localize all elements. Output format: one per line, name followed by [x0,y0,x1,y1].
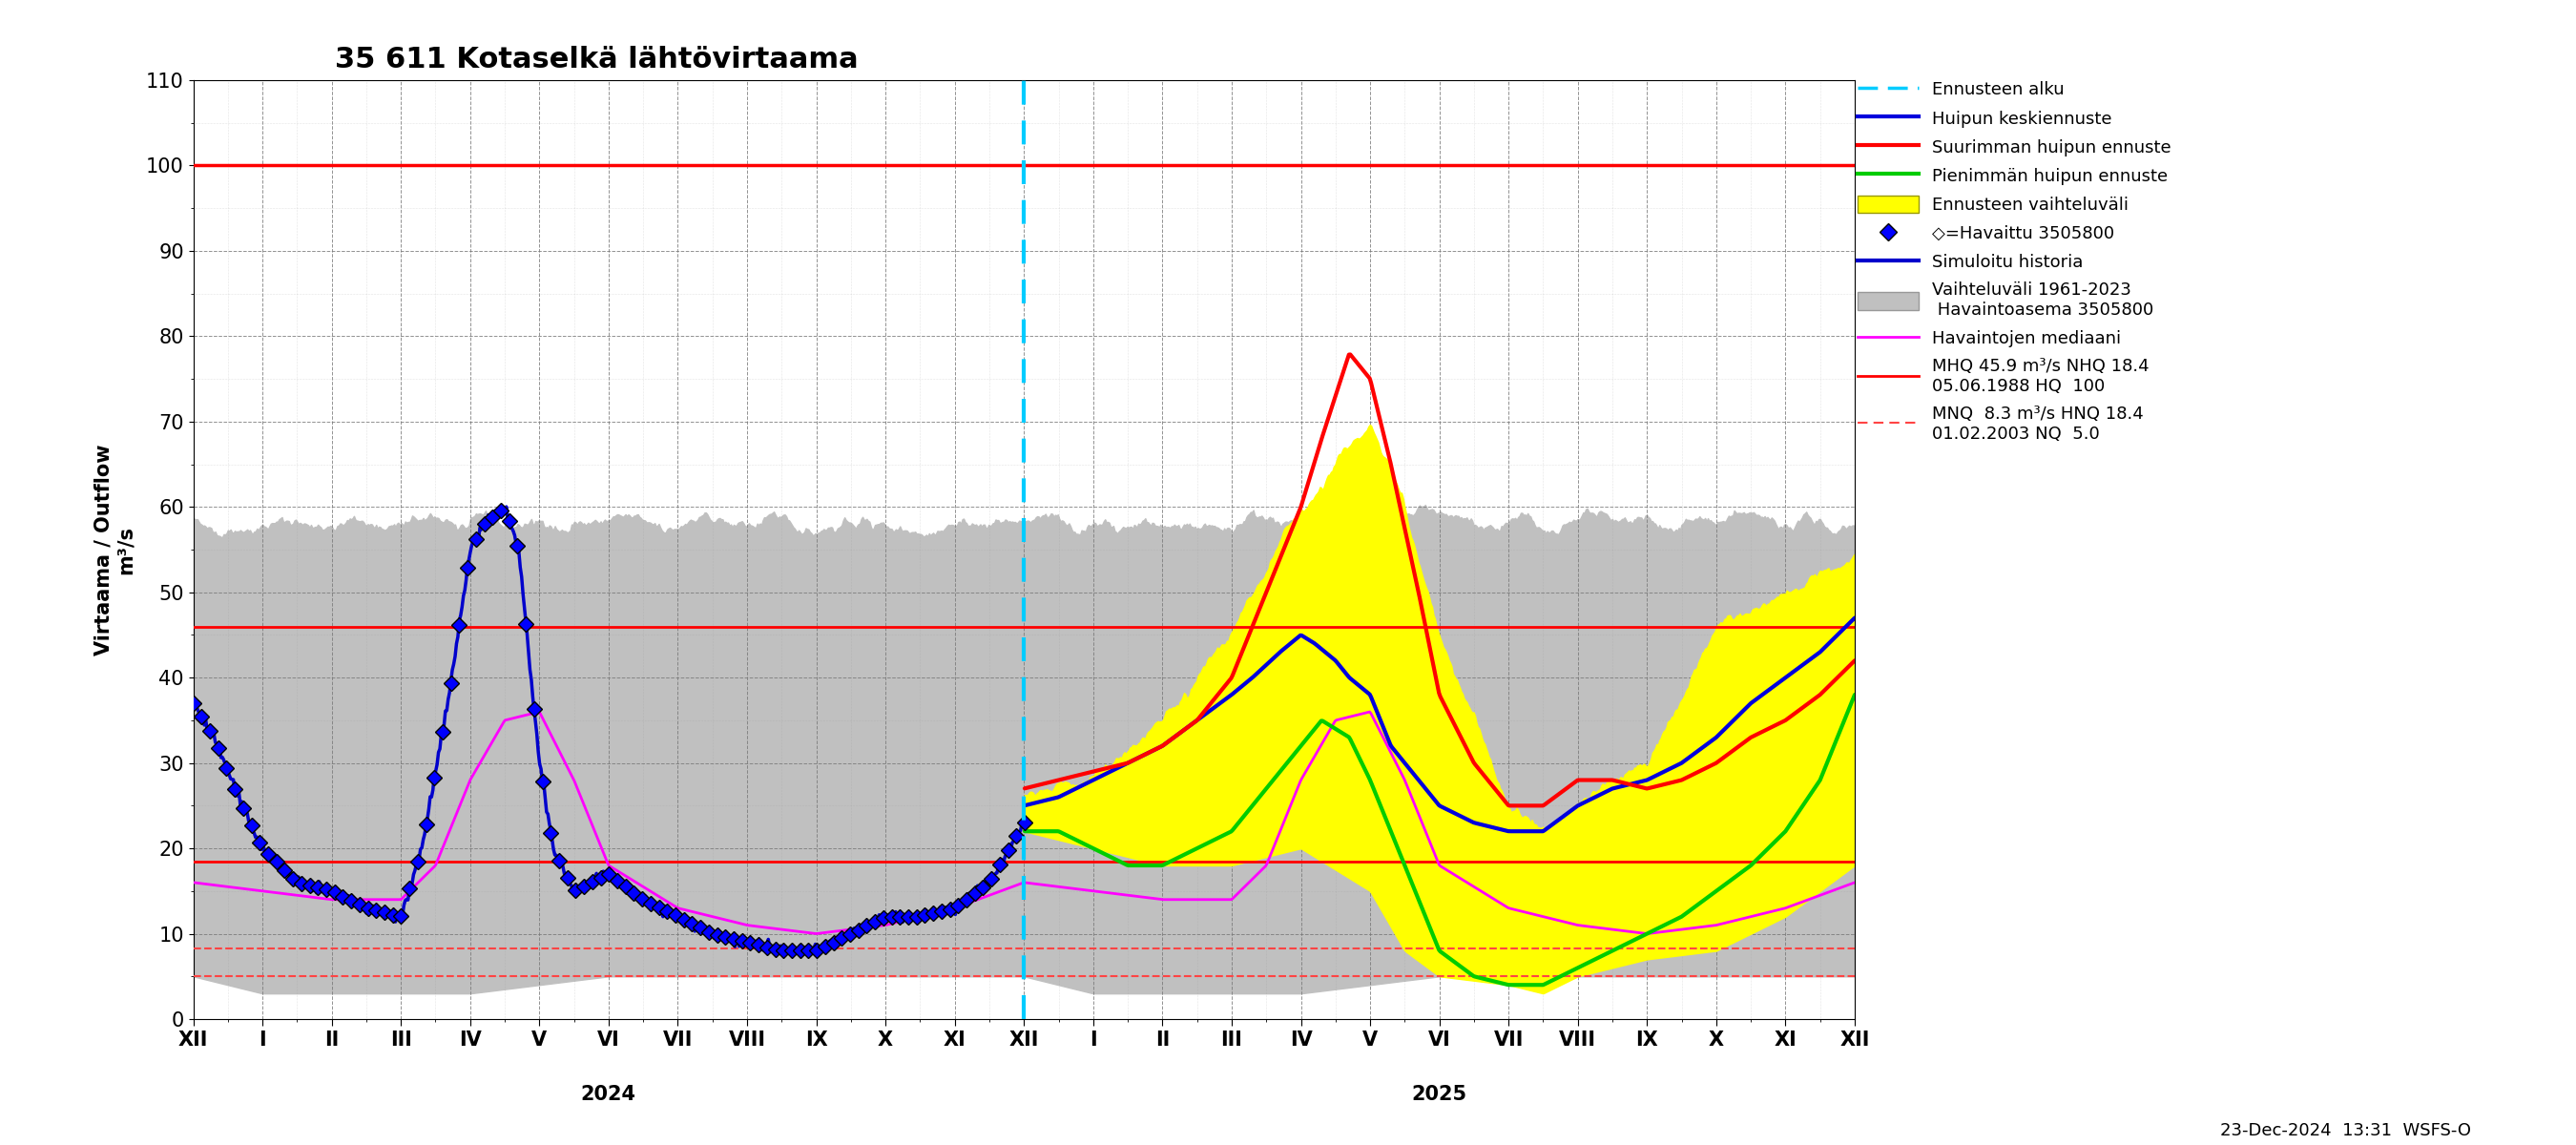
Text: 2024: 2024 [582,1084,636,1104]
Text: 23-Dec-2024  13:31  WSFS-O: 23-Dec-2024 13:31 WSFS-O [2221,1122,2470,1139]
Y-axis label: Virtaama / Outflow
m³/s: Virtaama / Outflow m³/s [95,444,137,655]
Legend: Ennusteen alku, Huipun keskiennuste, Suurimman huipun ennuste, Pienimmän huipun : Ennusteen alku, Huipun keskiennuste, Suu… [1857,80,2172,442]
Text: 35 611 Kotaselkä lähtövirtaama: 35 611 Kotaselkä lähtövirtaama [335,46,858,73]
Text: 2025: 2025 [1412,1084,1468,1104]
